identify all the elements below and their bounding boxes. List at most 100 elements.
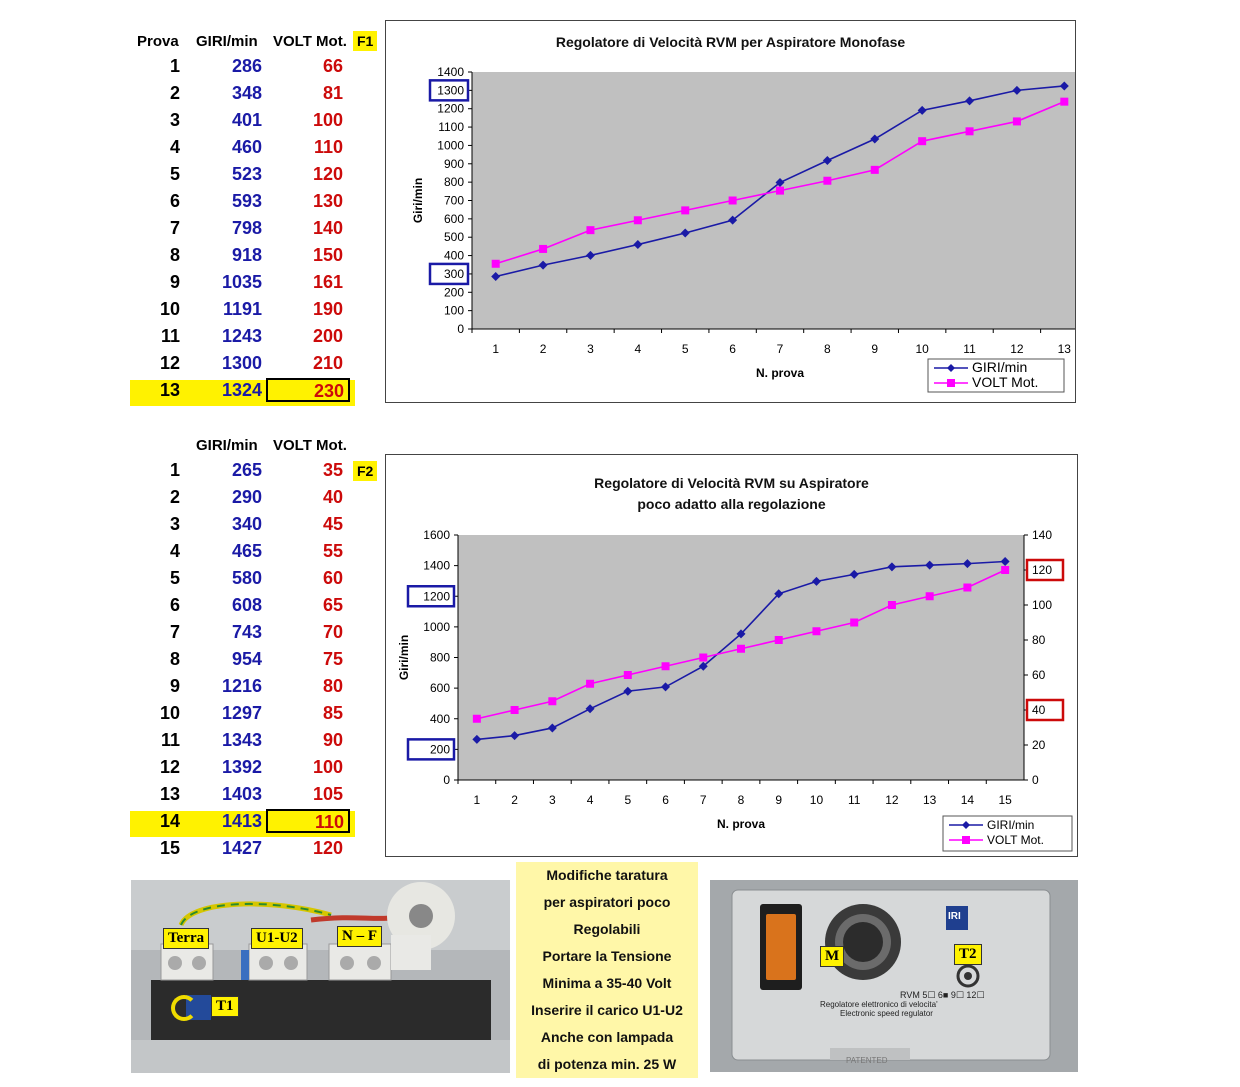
cell-prova: 13	[159, 380, 180, 400]
cell-giri: 954	[231, 649, 262, 669]
cell-volt: 55	[322, 541, 343, 561]
cell-prova: 5	[169, 568, 180, 588]
data-point-volt	[870, 165, 879, 174]
data-point-volt	[737, 644, 745, 653]
tick-label-left: 400	[444, 249, 464, 263]
data-point-volt	[887, 601, 896, 609]
data-point-volt	[776, 186, 784, 195]
cell-prova: 9	[169, 676, 180, 696]
chart-1: Regolatore di Velocità RVM per Aspirator…	[385, 20, 1076, 403]
tick-label-left: 1100	[438, 120, 464, 134]
data-point-giri	[623, 686, 633, 696]
data-point-giri	[547, 723, 557, 733]
tick-label-left: 1300	[437, 83, 464, 97]
note-calibration: Modifiche taratura per aspiratori poco R…	[516, 862, 698, 1078]
cell-giri: 1243	[221, 326, 262, 346]
regulator-front-illustration	[710, 880, 1078, 1072]
legend	[942, 815, 1073, 852]
tick-label-x: 9	[775, 793, 782, 807]
cell-prova: 5	[169, 164, 180, 184]
tick-label-x: 1	[474, 793, 481, 807]
cell-giri: 580	[231, 568, 262, 588]
label-terra: Terra	[163, 928, 210, 949]
cell-prova: 6	[169, 191, 180, 211]
cell-prova: 11	[160, 326, 180, 346]
data-point-volt	[925, 592, 934, 601]
table-row: 1 286 66	[130, 56, 365, 82]
tick-label-x: 13	[923, 793, 937, 807]
cell-prova: 7	[169, 622, 180, 642]
data-point-giri	[633, 240, 643, 250]
legend-marker-giri	[962, 821, 970, 829]
data-point-giri	[1000, 556, 1010, 566]
data-point-volt	[633, 216, 642, 225]
table-f2: GIRI/min VOLT Mot. 1 265 35 2 290 40 3 340 45 4 46…	[130, 433, 380, 863]
table-row: 3 340 45	[130, 514, 365, 540]
cell-volt: 140	[312, 218, 343, 238]
chart-1-plot: 0 100 200 300 400 500 600 700 800 900 1000 1100 1200…	[411, 65, 1075, 393]
data-point-giri	[728, 215, 738, 225]
table-row: 11 1343 90	[130, 730, 365, 756]
brand-logo: IRI	[948, 911, 961, 922]
tick-label-x: 9	[871, 342, 878, 356]
data-point-giri	[965, 96, 975, 106]
cell-volt: 45	[322, 514, 343, 534]
note-line: Regolabili	[573, 921, 641, 937]
tick-label-left: 800	[430, 651, 450, 665]
cell-volt: 40	[322, 487, 343, 507]
cell-prova: 2	[169, 487, 180, 507]
data-point-giri	[887, 562, 897, 572]
tick-label-x: 15	[998, 793, 1012, 807]
table-row: 12 1300 210	[130, 353, 365, 379]
header-giri: GIRI/min	[196, 33, 258, 50]
data-point-volt	[539, 244, 548, 253]
data-point-volt	[918, 137, 927, 146]
model-selector-text: RVM 5☐ 6■ 9☐ 12☐	[900, 990, 985, 1000]
legend-label: VOLT Mot.	[987, 833, 1044, 847]
data-point-volt	[823, 176, 832, 185]
data-point-giri	[510, 731, 520, 741]
cell-giri: 401	[231, 110, 262, 130]
data-point-giri	[698, 661, 708, 671]
table-row: 11 1243 200	[130, 326, 365, 352]
cell-volt: 66	[322, 56, 343, 76]
cell-volt: 230	[266, 378, 350, 402]
tick-label-left: 900	[444, 157, 464, 171]
cell-giri: 1297	[221, 703, 262, 723]
table-row: 9 1216 80	[130, 676, 365, 702]
cell-prova: 2	[169, 83, 180, 103]
data-point-giri	[917, 105, 927, 115]
table-row: 5 523 120	[130, 164, 365, 190]
tick-label-right: 120	[1032, 563, 1052, 577]
data-point-volt	[586, 679, 595, 688]
tick-label-x: 11	[848, 793, 861, 807]
highlight-box-left	[406, 585, 456, 608]
cell-prova: 8	[169, 245, 180, 265]
tick-label-x: 5	[682, 342, 689, 356]
cell-prova: 10	[159, 299, 180, 319]
cell-prova: 10	[159, 703, 180, 723]
table-row: 12 1392 100	[130, 757, 365, 783]
tick-label-right: 100	[1032, 598, 1052, 612]
cell-giri: 1392	[221, 757, 262, 777]
data-point-volt	[1060, 97, 1069, 106]
cell-prova: 11	[160, 730, 180, 750]
plot-area	[458, 535, 1024, 780]
cell-giri: 348	[231, 83, 262, 103]
data-point-giri	[661, 682, 671, 692]
badge-f1: F1	[353, 31, 378, 51]
cell-prova: 8	[169, 649, 180, 669]
data-point-volt	[472, 714, 481, 723]
cell-volt: 60	[322, 568, 343, 588]
cell-volt: 65	[322, 595, 343, 615]
cell-giri: 286	[231, 56, 262, 76]
cell-volt: 110	[266, 809, 350, 833]
cell-volt: 120	[312, 838, 343, 858]
cell-giri: 743	[231, 622, 262, 642]
cell-volt: 85	[322, 703, 343, 723]
header-giri-2: GIRI/min	[196, 437, 258, 454]
tick-label-left: 700	[444, 194, 464, 208]
data-point-giri	[870, 134, 880, 144]
tick-label-x: 2	[540, 342, 547, 356]
data-point-volt	[812, 627, 821, 636]
